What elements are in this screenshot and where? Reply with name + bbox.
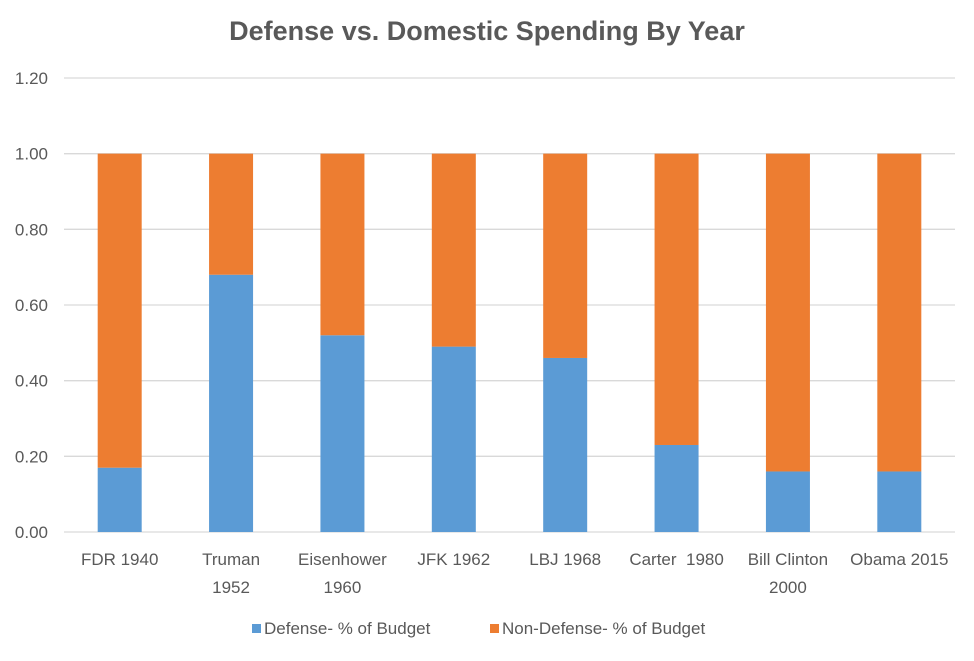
x-category-label: Obama 2015: [850, 550, 948, 569]
x-category-label: Eisenhower: [298, 550, 387, 569]
y-tick-label: 0.40: [15, 372, 48, 391]
defense-bar: [765, 471, 810, 532]
x-axis-category-labels: FDR 1940 Truman 1952 Eisenhower 1960 JFK 1962…: [81, 550, 949, 597]
non-defense-bar: [654, 153, 699, 445]
defense-bar: [543, 357, 588, 532]
x-category-label: JFK 1962: [417, 550, 490, 569]
legend-defense-label: Defense- % of Budget: [264, 619, 431, 638]
x-category-label: Bill Clinton: [748, 550, 828, 569]
y-tick-label: 0.20: [15, 447, 48, 466]
defense-bar: [877, 471, 922, 532]
y-tick-label: 1.00: [15, 145, 48, 164]
defense-bar: [97, 467, 142, 532]
y-tick-label: 1.20: [15, 69, 48, 88]
y-tick-label: 0.60: [15, 296, 48, 315]
non-defense-bar: [97, 153, 142, 468]
bars: [97, 153, 922, 532]
x-category-label: Carter 1980: [629, 550, 724, 569]
x-category-label: FDR 1940: [81, 550, 158, 569]
legend-non-defense-swatch: [490, 624, 499, 633]
non-defense-bar: [877, 153, 922, 472]
x-category-label: 2000: [769, 578, 807, 597]
defense-bar: [209, 274, 254, 532]
legend: Defense- % of Budget Non-Defense- % of Bu…: [252, 619, 705, 638]
x-category-label: Truman: [202, 550, 260, 569]
non-defense-bar: [209, 153, 254, 275]
non-defense-bar: [765, 153, 810, 472]
defense-bar: [654, 444, 699, 532]
y-tick-label: 0.00: [15, 523, 48, 542]
defense-bar: [320, 335, 365, 532]
legend-non-defense-label: Non-Defense- % of Budget: [502, 619, 705, 638]
non-defense-bar: [543, 153, 588, 358]
x-category-label: LBJ 1968: [529, 550, 601, 569]
gridlines: [64, 77, 955, 533]
non-defense-bar: [320, 153, 365, 336]
y-axis-tick-labels: 0.00 0.20 0.40 0.60 0.80 1.00 1.20: [15, 69, 48, 542]
x-category-label: 1952: [212, 578, 250, 597]
chart-title: Defense vs. Domestic Spending By Year: [229, 16, 745, 46]
x-category-label: 1960: [324, 578, 362, 597]
defense-bar: [431, 346, 476, 532]
legend-defense-swatch: [252, 624, 261, 633]
non-defense-bar: [431, 153, 476, 347]
y-tick-label: 0.80: [15, 220, 48, 239]
